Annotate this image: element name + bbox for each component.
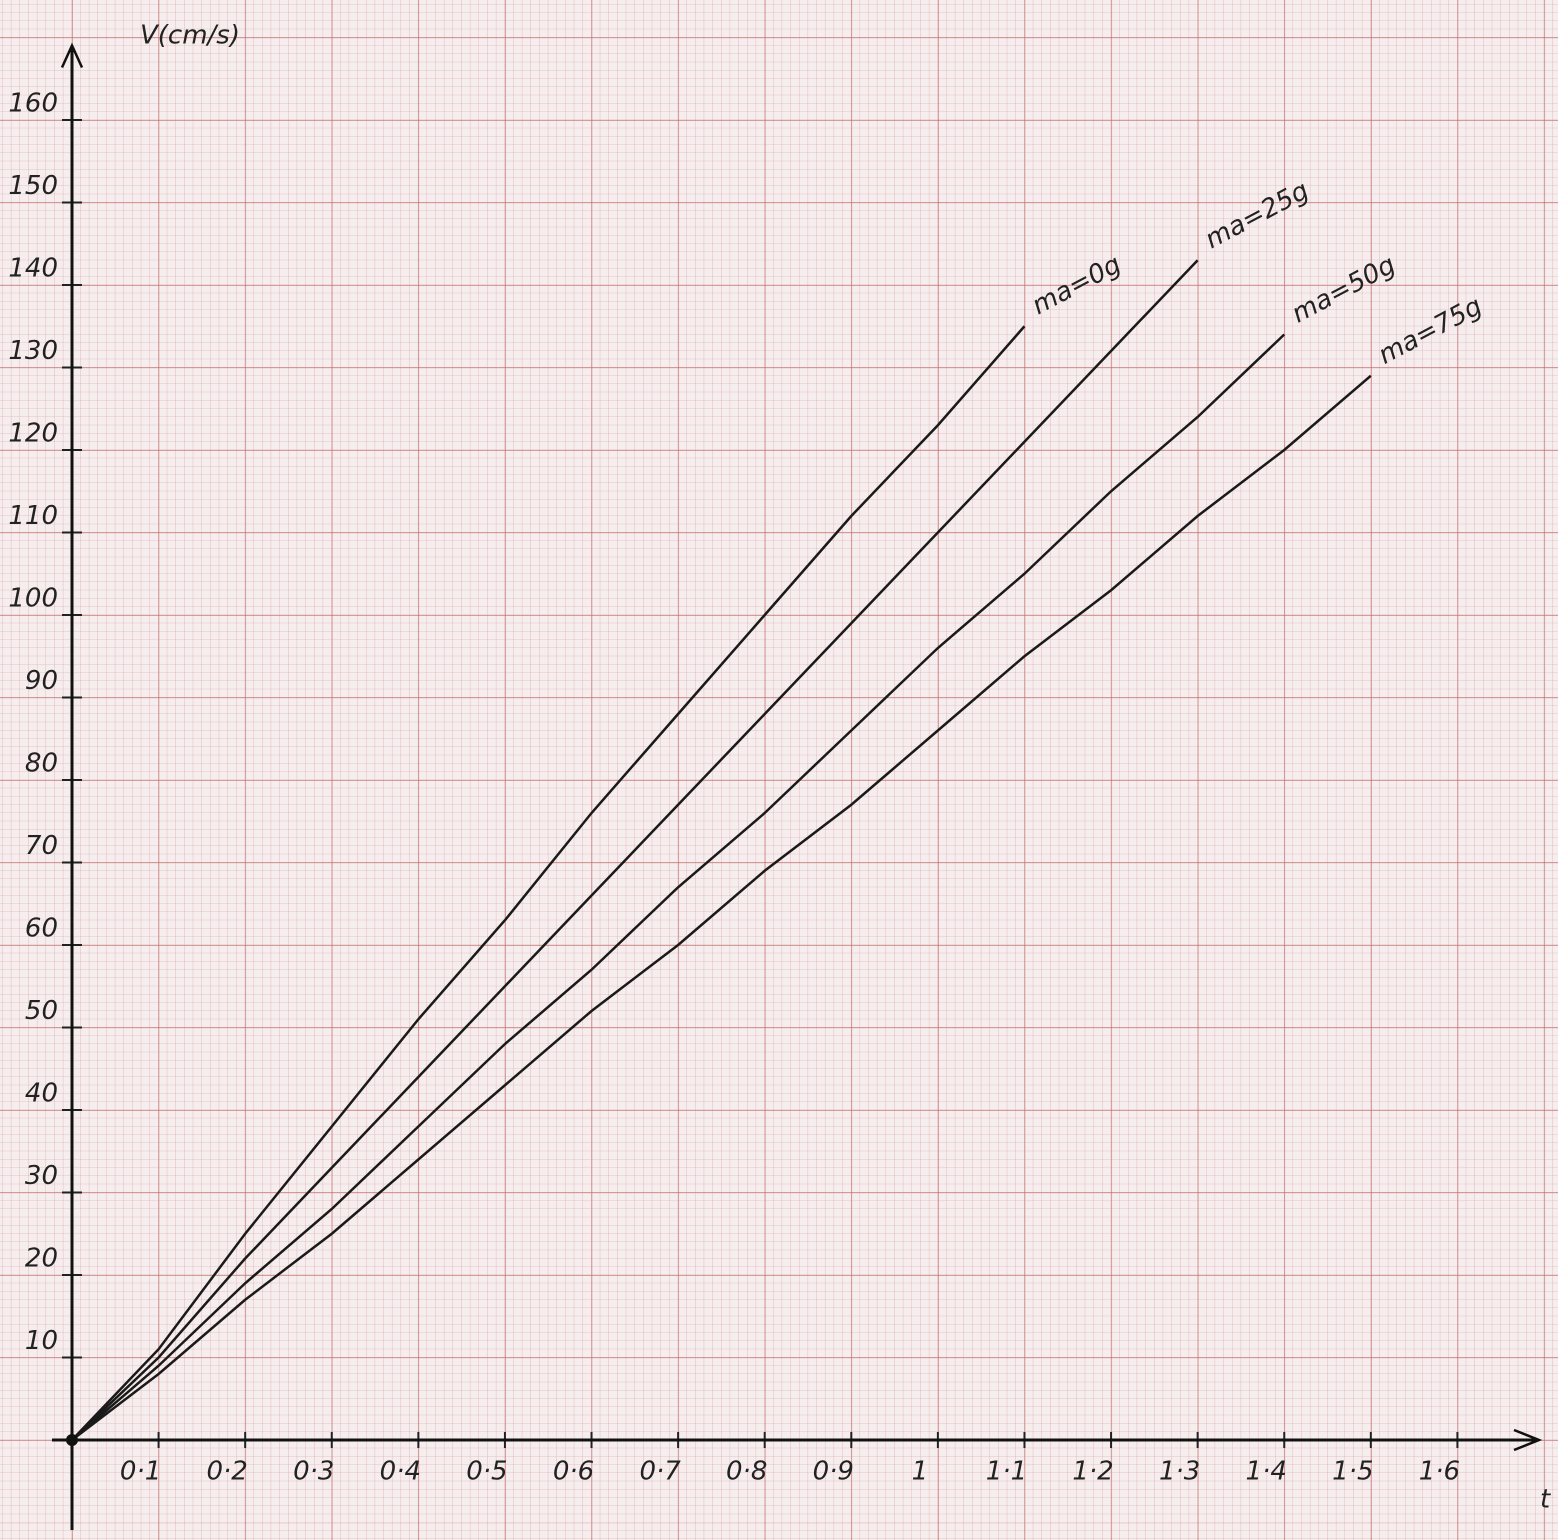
- y-tick-label: 140: [8, 254, 58, 284]
- x-tick-label: 0·4: [380, 1457, 421, 1487]
- x-tick-label: 1: [912, 1457, 929, 1487]
- x-tick-label: 0·1: [120, 1457, 161, 1487]
- y-tick-label: 130: [8, 336, 58, 366]
- x-tick-label: 0·3: [293, 1457, 334, 1487]
- x-tick-label: 1·3: [1159, 1457, 1200, 1487]
- x-tick-label: 0·8: [726, 1457, 767, 1487]
- y-tick-label: 70: [25, 831, 58, 861]
- y-tick-label: 90: [25, 666, 58, 696]
- x-tick-label: 0·2: [206, 1457, 247, 1487]
- y-tick-label: 120: [8, 419, 58, 449]
- y-tick-label: 150: [8, 171, 58, 201]
- x-tick-label: 1·5: [1332, 1457, 1373, 1487]
- x-axis-label: t: [1540, 1485, 1551, 1515]
- y-tick-label: 160: [8, 89, 58, 119]
- y-tick-label: 80: [25, 749, 58, 779]
- x-tick-label: 1·6: [1419, 1457, 1460, 1487]
- y-tick-label: 20: [25, 1244, 58, 1274]
- x-tick-label: 0·6: [553, 1457, 594, 1487]
- y-tick-label: 110: [8, 501, 58, 531]
- y-tick-label: 30: [25, 1161, 58, 1191]
- x-tick-label: 1·4: [1246, 1457, 1287, 1487]
- chart: V(cm/s) t 10 20 30 40 50 60 70 80 90 100 110 120 130…: [0, 0, 1558, 1540]
- y-tick-label: 100: [8, 584, 58, 614]
- x-tick-label: 0·7: [639, 1457, 681, 1487]
- y-tick-label: 50: [25, 996, 58, 1026]
- y-tick-label: 60: [25, 914, 58, 944]
- y-axis-label: V(cm/s): [140, 21, 240, 51]
- origin-dot: [66, 1434, 78, 1446]
- x-tick-label: 0·9: [813, 1457, 854, 1487]
- x-tick-label: 0·5: [466, 1457, 507, 1487]
- y-tick-label: 10: [25, 1326, 58, 1356]
- x-tick-label: 1·1: [986, 1457, 1027, 1487]
- x-tick-label: 1·2: [1072, 1457, 1113, 1487]
- y-tick-label: 40: [25, 1079, 58, 1109]
